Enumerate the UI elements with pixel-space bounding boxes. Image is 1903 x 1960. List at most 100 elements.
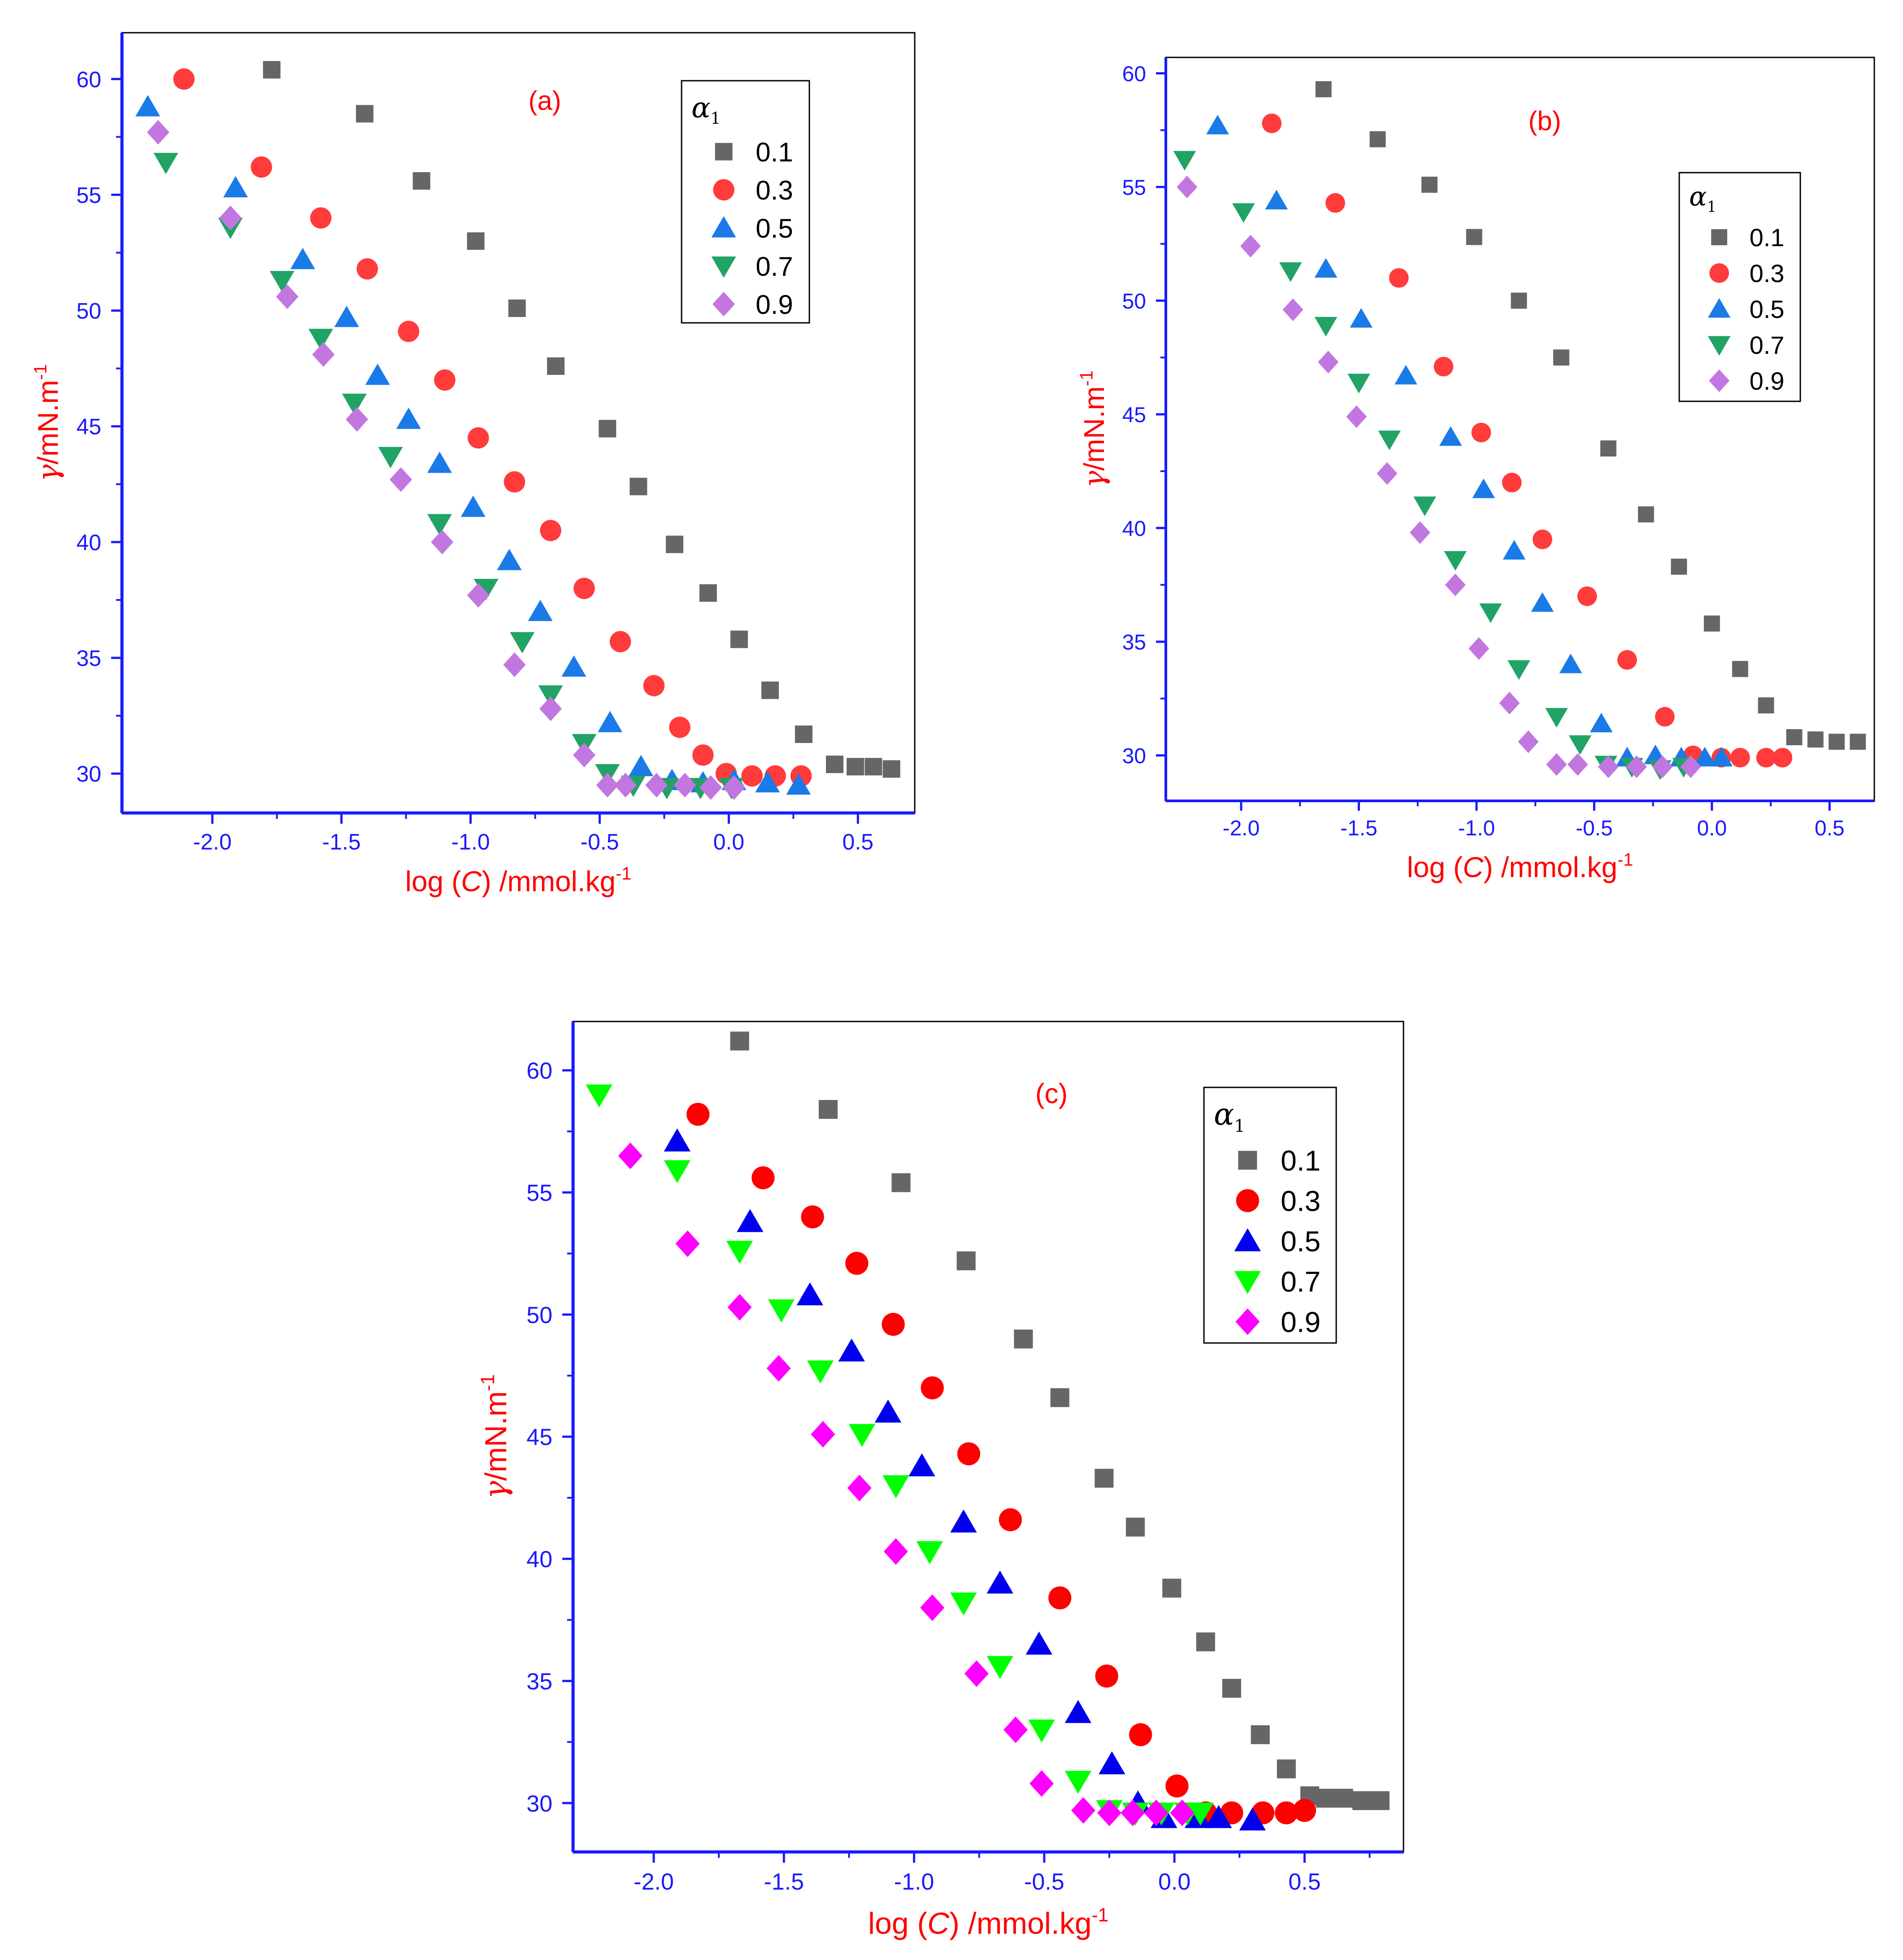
y-tick-label: 30 bbox=[1122, 744, 1146, 768]
series-0.9 bbox=[147, 120, 745, 800]
data-point bbox=[1546, 753, 1567, 776]
panel-label: (a) bbox=[528, 86, 561, 116]
data-point bbox=[700, 775, 722, 800]
data-point bbox=[957, 1442, 981, 1465]
data-point bbox=[664, 1128, 691, 1152]
data-point bbox=[503, 652, 526, 678]
series-0.1 bbox=[263, 61, 900, 778]
data-point bbox=[1786, 729, 1803, 745]
data-point bbox=[1499, 691, 1520, 715]
legend-title: α1 bbox=[1689, 181, 1716, 215]
data-point bbox=[1409, 521, 1430, 544]
legend-entry-label: 0.1 bbox=[1281, 1145, 1321, 1177]
legend-entry-label: 0.5 bbox=[756, 213, 793, 243]
data-point bbox=[956, 1251, 976, 1270]
data-point bbox=[1064, 1700, 1091, 1723]
y-tick-label: 60 bbox=[526, 1058, 552, 1084]
series-0.9 bbox=[618, 1142, 1195, 1826]
data-point bbox=[1003, 1716, 1028, 1743]
data-point bbox=[1240, 235, 1261, 258]
data-point bbox=[807, 1360, 834, 1384]
data-point bbox=[737, 1209, 764, 1232]
data-point bbox=[1325, 193, 1345, 213]
data-point bbox=[1162, 1578, 1182, 1598]
y-tick-label: 30 bbox=[76, 761, 101, 787]
data-point bbox=[986, 1570, 1013, 1594]
x-tick-label: 0.5 bbox=[1288, 1869, 1321, 1895]
data-point bbox=[1048, 1586, 1072, 1610]
data-point bbox=[365, 363, 390, 385]
data-point bbox=[811, 1421, 835, 1448]
data-point bbox=[629, 755, 654, 776]
data-point bbox=[1773, 747, 1793, 768]
x-tick-label: -0.5 bbox=[1576, 817, 1613, 840]
data-point bbox=[630, 478, 647, 495]
data-point bbox=[510, 632, 535, 654]
legend-marker bbox=[1235, 1308, 1260, 1335]
data-point bbox=[1378, 430, 1401, 450]
data-point bbox=[1232, 203, 1255, 223]
legend-box bbox=[681, 80, 810, 324]
legend-marker bbox=[1238, 1151, 1257, 1170]
data-point bbox=[722, 775, 745, 800]
data-point bbox=[1598, 755, 1619, 778]
panel-label: (b) bbox=[1528, 106, 1561, 136]
data-point bbox=[1434, 356, 1454, 377]
y-tick-label: 40 bbox=[1122, 517, 1146, 541]
data-point bbox=[916, 1541, 943, 1565]
data-point bbox=[664, 1160, 691, 1183]
data-point bbox=[1807, 731, 1824, 748]
data-point bbox=[699, 584, 717, 602]
data-point bbox=[673, 773, 696, 798]
data-point bbox=[1671, 558, 1687, 575]
data-point bbox=[964, 1660, 989, 1687]
data-point bbox=[727, 1294, 752, 1321]
data-point bbox=[1316, 1789, 1335, 1808]
data-point bbox=[669, 717, 691, 738]
data-point bbox=[1421, 176, 1438, 193]
legend-entry-label: 0.5 bbox=[1750, 295, 1785, 323]
data-point bbox=[497, 548, 522, 570]
data-point bbox=[467, 427, 489, 449]
data-point bbox=[290, 248, 315, 269]
data-point bbox=[1466, 229, 1482, 245]
legend-marker bbox=[1234, 1228, 1261, 1252]
data-point bbox=[614, 773, 637, 798]
data-point bbox=[427, 514, 452, 535]
data-point bbox=[508, 299, 526, 317]
data-point bbox=[396, 408, 421, 429]
data-point bbox=[1533, 530, 1552, 549]
data-point bbox=[786, 773, 811, 795]
data-point bbox=[1395, 365, 1417, 385]
data-point bbox=[263, 61, 281, 79]
data-point bbox=[1028, 1719, 1055, 1743]
data-point bbox=[1469, 637, 1490, 660]
data-point bbox=[1064, 1771, 1091, 1794]
legend-box bbox=[1203, 1086, 1337, 1344]
series-0.5 bbox=[664, 1128, 1266, 1831]
y-tick-label: 35 bbox=[76, 646, 101, 671]
data-point bbox=[539, 696, 562, 721]
data-point bbox=[1251, 1725, 1270, 1744]
data-point bbox=[1600, 440, 1616, 457]
data-point bbox=[434, 369, 456, 391]
data-point bbox=[752, 1166, 775, 1190]
data-point bbox=[1050, 1388, 1069, 1407]
legend-marker bbox=[1707, 336, 1731, 356]
x-tick-label: 0.0 bbox=[1697, 817, 1727, 840]
data-point bbox=[818, 1100, 838, 1119]
data-point bbox=[796, 1282, 824, 1306]
data-point bbox=[1531, 592, 1554, 612]
legend-title: α1 bbox=[691, 91, 721, 128]
data-point bbox=[1559, 653, 1582, 674]
data-point bbox=[378, 447, 403, 469]
data-point bbox=[1265, 190, 1288, 209]
data-point bbox=[1262, 113, 1282, 133]
y-tick-label: 50 bbox=[76, 299, 101, 324]
data-point bbox=[467, 583, 490, 608]
data-point bbox=[1508, 660, 1530, 680]
data-point bbox=[427, 452, 452, 473]
series-0.9 bbox=[1177, 175, 1701, 778]
data-point bbox=[1315, 81, 1332, 97]
legend-entry-label: 0.3 bbox=[1281, 1185, 1321, 1217]
